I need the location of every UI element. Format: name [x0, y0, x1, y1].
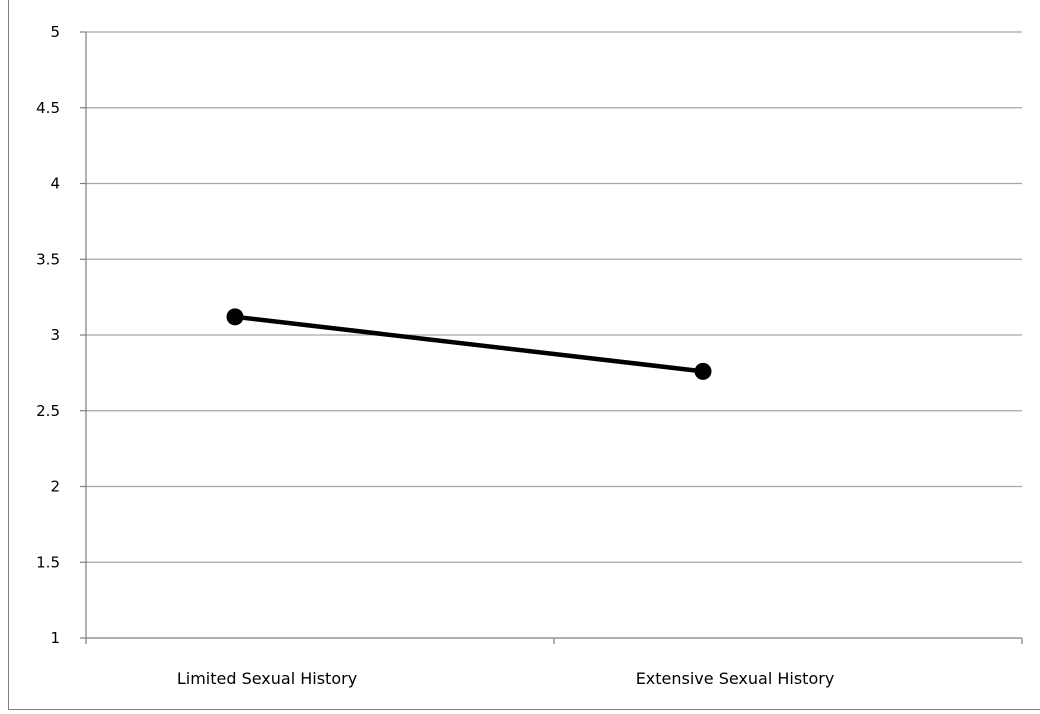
- y-tick-label: 2: [50, 478, 60, 496]
- y-tick-label: 4: [50, 175, 60, 193]
- y-tick-label: 4.5: [36, 99, 60, 117]
- series: [226, 308, 712, 380]
- y-tick-label: 3.5: [36, 250, 60, 268]
- x-category-label: Extensive Sexual History: [636, 669, 835, 688]
- chart-frame: [8, 0, 1040, 710]
- data-point-1: [226, 308, 244, 326]
- axes: [80, 31, 1023, 644]
- y-tick-labels: 1 1.5 2 2.5 3 3.5 4 4.5 5: [36, 23, 60, 647]
- y-tick-label: 2.5: [36, 402, 60, 420]
- y-tick-label: 1.5: [36, 553, 60, 571]
- series-line: [234, 314, 704, 374]
- data-point-2: [694, 362, 712, 380]
- y-tick-label: 1: [50, 629, 60, 647]
- x-category-label: Limited Sexual History: [177, 669, 357, 688]
- y-tick-label: 3: [50, 326, 60, 344]
- y-tick-label: 5: [50, 23, 60, 41]
- x-category-labels: Limited Sexual History Extensive Sexual H…: [177, 669, 834, 688]
- gridlines: [86, 31, 1022, 563]
